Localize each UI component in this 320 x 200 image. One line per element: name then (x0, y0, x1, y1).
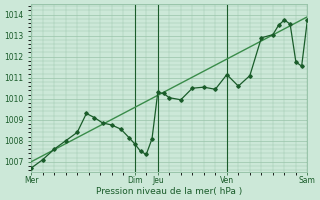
X-axis label: Pression niveau de la mer( hPa ): Pression niveau de la mer( hPa ) (96, 187, 243, 196)
